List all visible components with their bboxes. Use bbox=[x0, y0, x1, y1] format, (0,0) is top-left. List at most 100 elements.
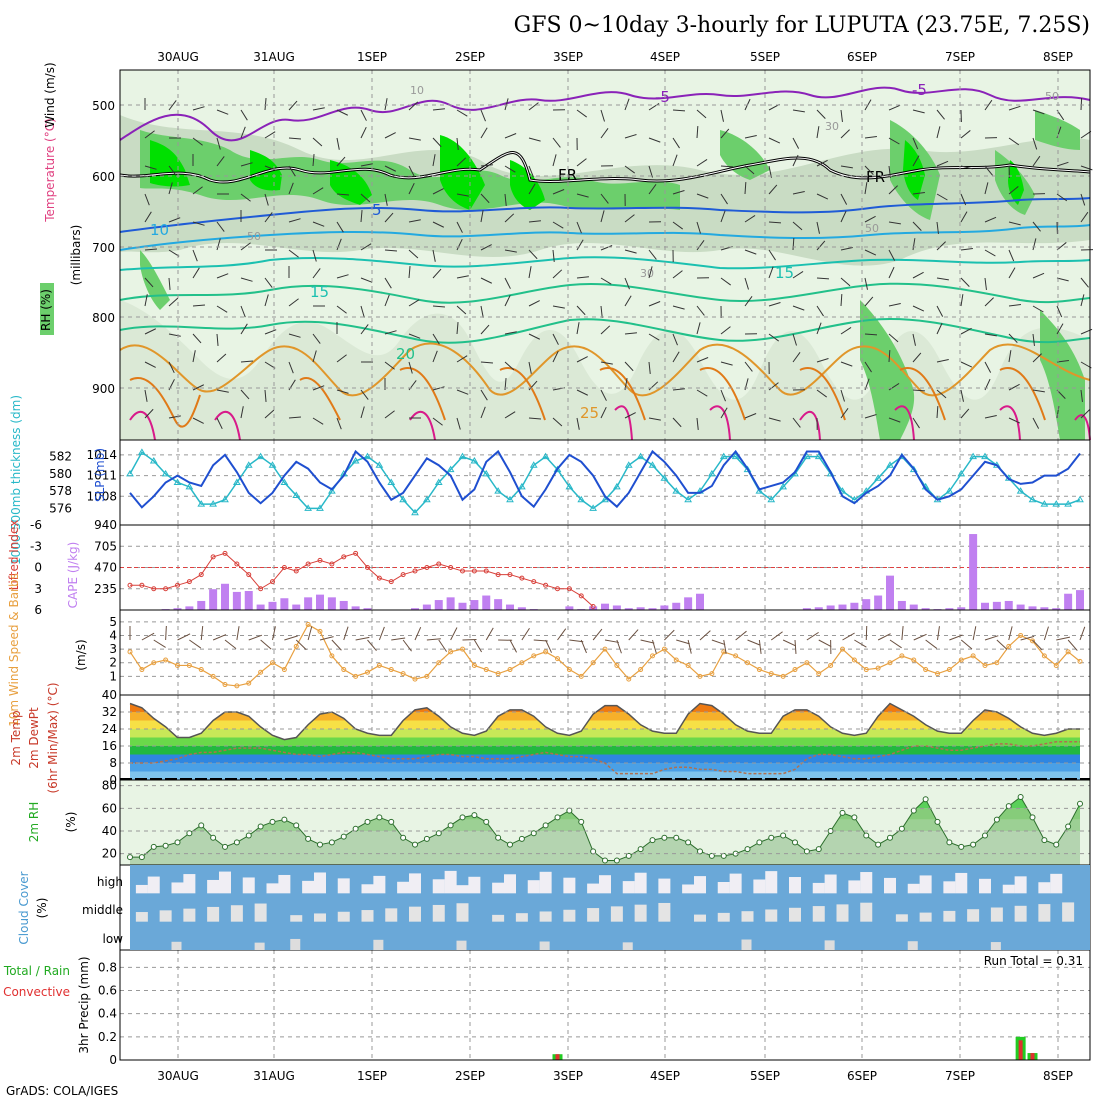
upper-barb bbox=[768, 333, 780, 342]
thickness-point bbox=[553, 465, 562, 473]
rh-point bbox=[542, 822, 549, 829]
cloud-high-cell bbox=[848, 880, 861, 894]
wind-barb bbox=[450, 627, 458, 641]
thickness-point bbox=[814, 452, 823, 460]
lifted-index-point bbox=[555, 586, 560, 592]
upper-barb bbox=[888, 185, 898, 195]
upper-barb bbox=[408, 299, 420, 307]
upper-barb bbox=[840, 165, 853, 169]
upper-barb bbox=[408, 182, 415, 195]
date-bottom-8SEP: 8SEP bbox=[1043, 1069, 1073, 1083]
upper-barb bbox=[816, 159, 828, 167]
wind-barb bbox=[949, 634, 963, 641]
upper-barb bbox=[576, 417, 580, 430]
cape-bar bbox=[601, 603, 609, 610]
upper-barb bbox=[384, 277, 392, 289]
upper-barb bbox=[312, 154, 315, 167]
upper-barb bbox=[768, 266, 774, 279]
upper-barb bbox=[336, 305, 347, 314]
wind-barb bbox=[818, 639, 832, 648]
lifted-index-point bbox=[566, 586, 572, 592]
thickness-point bbox=[672, 487, 681, 494]
rh-point bbox=[293, 822, 300, 829]
upper-barb bbox=[720, 210, 726, 223]
cape-bar bbox=[1064, 593, 1073, 610]
wind-barb bbox=[1067, 639, 1078, 651]
wind-speed-point bbox=[768, 671, 774, 677]
wind-barb bbox=[473, 639, 483, 653]
wind-speed-point bbox=[198, 667, 204, 673]
upper-barb bbox=[216, 273, 229, 279]
rh-point bbox=[186, 830, 193, 837]
upper-barb bbox=[960, 361, 973, 368]
upper-barb bbox=[504, 98, 509, 111]
upper-barb bbox=[936, 126, 941, 139]
thickness-point bbox=[304, 504, 313, 511]
upper-barb bbox=[288, 249, 299, 258]
wind-speed-point bbox=[436, 660, 442, 666]
cape-bar bbox=[351, 606, 360, 610]
rh-point bbox=[613, 857, 620, 864]
date-bottom-7SEP: 7SEP bbox=[945, 1069, 975, 1083]
lifted-index-point bbox=[412, 568, 418, 574]
contour-label-12: 50 bbox=[1045, 90, 1059, 103]
wind-barb bbox=[925, 639, 938, 649]
upper-barb bbox=[912, 305, 925, 312]
upper-barb bbox=[168, 415, 181, 419]
contour-label-13: 30 bbox=[825, 120, 839, 133]
upper-barb bbox=[480, 361, 493, 364]
cloud-mid-cell bbox=[967, 909, 980, 922]
upper-barb bbox=[576, 356, 588, 363]
lifted-index-point bbox=[222, 550, 228, 556]
wind-speed-point bbox=[1018, 632, 1024, 638]
upper-barb bbox=[888, 221, 901, 225]
upper-barb bbox=[1080, 211, 1089, 223]
lifted-index-point bbox=[365, 565, 370, 570]
date-bottom-4SEP: 4SEP bbox=[650, 1069, 680, 1083]
cloud-low-cell bbox=[990, 942, 1001, 950]
upper-tick-600: 600 bbox=[92, 170, 115, 184]
upper-barb bbox=[936, 322, 943, 335]
contour-label-7: 15 bbox=[310, 283, 329, 301]
thickness-point bbox=[221, 495, 229, 503]
upper-barb bbox=[576, 239, 584, 251]
wind-barb bbox=[402, 639, 412, 652]
upper-barb bbox=[432, 154, 436, 167]
contour-label-6: 15 bbox=[775, 264, 794, 282]
cloud-high-cell bbox=[1038, 882, 1051, 894]
wind-barb bbox=[533, 639, 548, 642]
wind-speed-point bbox=[958, 657, 964, 663]
wind-speed-point bbox=[875, 665, 881, 671]
upper-barb bbox=[576, 221, 582, 234]
thickness-point bbox=[838, 487, 847, 494]
upper-barb bbox=[432, 221, 445, 228]
rh-point bbox=[388, 818, 395, 825]
upper-barb bbox=[1032, 353, 1042, 363]
temperature-contours bbox=[119, 86, 1091, 441]
rh-point bbox=[447, 822, 454, 829]
upper-barb bbox=[456, 322, 459, 335]
upper-barb bbox=[912, 271, 924, 279]
upper-barb bbox=[528, 300, 540, 307]
rh-point bbox=[756, 839, 763, 846]
wind-barb bbox=[580, 639, 587, 654]
wind-speed-point bbox=[578, 673, 584, 679]
cloud-mid-cell bbox=[741, 911, 754, 922]
upper-barb bbox=[384, 212, 394, 223]
rh-legend-swatch bbox=[40, 283, 54, 335]
rh-point bbox=[530, 830, 537, 837]
cape-bar bbox=[672, 602, 681, 610]
upper-barb bbox=[840, 327, 852, 335]
thickness-point bbox=[327, 487, 336, 494]
upper-barb bbox=[192, 350, 196, 363]
cloud-high-cell bbox=[171, 882, 184, 894]
wind-barb bbox=[545, 639, 552, 653]
upper-barb bbox=[600, 210, 605, 223]
upper-barb bbox=[1032, 221, 1041, 232]
wind-barb bbox=[236, 626, 240, 641]
rh-point bbox=[708, 852, 715, 859]
cloud-level-high: high bbox=[97, 875, 123, 889]
upper-barb bbox=[840, 210, 847, 223]
upper-wind-barbs bbox=[144, 97, 1094, 431]
upper-barb bbox=[984, 99, 993, 111]
